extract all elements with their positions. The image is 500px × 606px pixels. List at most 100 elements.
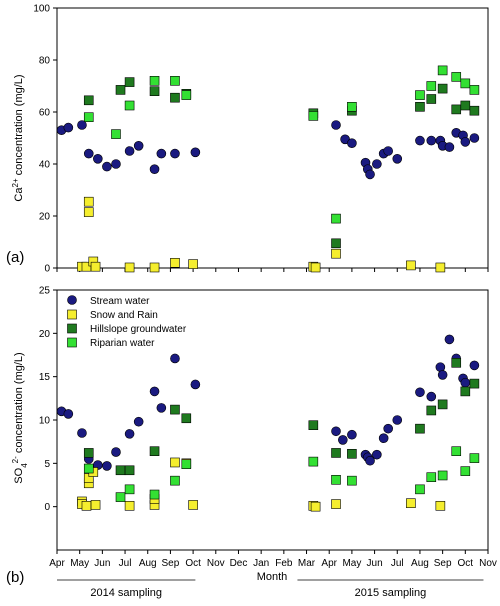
point-stream [63,122,74,133]
point-riparian [124,100,135,111]
point-hillslope [331,238,341,249]
point-riparian [426,81,437,91]
point-stream [426,135,437,146]
point-riparian [437,65,448,76]
point-hillslope [331,448,341,458]
point-riparian [460,466,471,476]
point-riparian [469,453,480,463]
x-tick-label: May [70,558,89,569]
legend-label-snow: Snow and Rain [90,310,158,321]
point-hillslope [149,86,160,96]
x-tick-label: Oct [185,558,201,569]
point-snow [331,248,341,259]
point-hillslope [83,448,94,458]
point-riparian [426,472,437,483]
point-hillslope [83,95,94,106]
point-riparian [451,72,462,82]
y-tick-label: 20 [39,212,51,223]
point-snow [170,457,180,468]
panel-a: 0 20 40 60 80 100 Ca2+ concentration (mg/L) (… [6,4,489,275]
point-stream [469,360,480,371]
point-stream [133,416,144,427]
y-tick-label: 25 [39,286,51,297]
x-tick-label: Apr [49,558,65,569]
legend-marker-stream [67,295,77,305]
panel-b: 0 5 10 15 20 25 Apr May Jun Jul Aug Sep Oct Nov Dec Ja… [6,286,497,600]
point-stream [426,391,437,402]
panel-b-y-axis-title: SO42- concentration (mg/L) [11,352,29,483]
point-snow [81,500,92,511]
point-stream [124,429,135,439]
point-stream [347,429,357,440]
point-stream [383,146,393,156]
y-tick-label: 0 [44,502,50,513]
point-stream [170,148,180,159]
point-snow [90,261,101,272]
point-snow [435,500,446,511]
sampling-period-label: 2015 sampling [355,587,427,599]
point-stream [102,461,112,471]
panel-a-y-ticks: 0 20 40 60 80 100 [33,4,57,275]
x-tick-label: Nov [207,558,225,569]
x-tick-label: Feb [275,558,293,569]
point-stream [378,433,389,444]
point-riparian [115,492,126,502]
point-stream [331,120,341,130]
point-riparian [181,90,192,100]
legend-label-riparian: Riparian water [90,338,155,349]
point-stream [77,120,87,130]
point-riparian [331,213,341,224]
point-stream [93,154,103,164]
panel-a-frame [56,7,489,269]
x-tick-label: Jan [253,558,269,569]
x-tick-label: Mar [298,558,316,569]
point-snow [406,260,416,271]
point-stream [372,159,382,169]
x-tick-label: Jun [94,558,110,569]
point-stream [156,148,167,159]
point-riparian [83,463,94,474]
y-tick-label: 10 [39,416,51,427]
point-snow [310,501,321,512]
point-riparian [181,459,192,470]
panel-a-points [56,65,480,273]
point-riparian [415,484,425,495]
point-snow [406,498,416,509]
legend: Stream water Snow and Rain Hillslope gro… [67,295,187,349]
x-tick-label: Jul [391,558,404,569]
point-stream [156,403,167,413]
point-snow [435,262,446,273]
point-snow [124,262,135,273]
point-stream [111,447,121,457]
x-tick-label: Sep [434,558,452,569]
legend-item-stream: Stream water [67,295,150,307]
point-stream [190,147,201,158]
x-tick-label: Aug [139,558,157,569]
sampling-periods: 2014 sampling 2015 sampling [57,579,484,599]
point-hillslope [460,100,471,111]
point-hillslope [115,465,126,476]
point-stream [133,141,144,151]
point-stream [469,133,480,143]
point-stream [149,164,160,174]
legend-label-stream: Stream water [90,296,150,307]
point-hillslope [426,94,437,104]
point-stream [460,377,471,388]
point-hillslope [308,420,319,431]
point-stream [372,449,382,460]
point-hillslope [124,465,135,476]
x-tick-label: May [342,558,361,569]
point-hillslope [415,423,425,434]
point-hillslope [437,399,448,410]
point-snow [331,499,341,509]
y-tick-label: 20 [39,329,51,340]
x-tick-label: Aug [411,558,429,569]
point-riparian [149,489,160,500]
point-hillslope [451,104,462,115]
point-snow [310,262,321,273]
point-stream [444,334,455,345]
point-stream [365,455,375,466]
point-snow [124,500,135,511]
legend-label-hillslope: Hillslope groundwater [90,324,187,335]
